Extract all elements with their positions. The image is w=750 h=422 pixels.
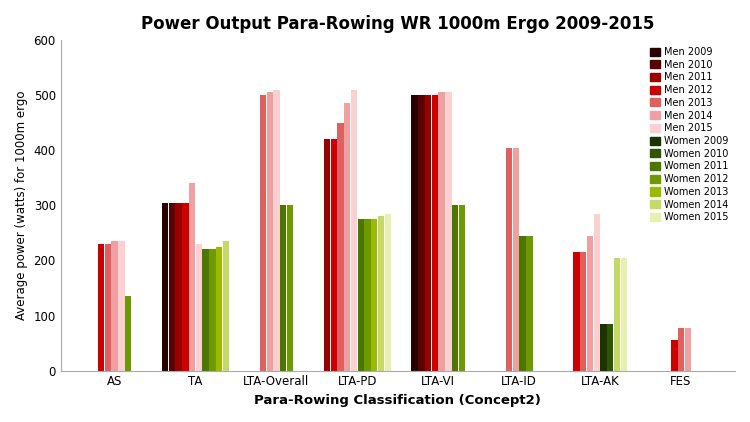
Bar bbox=[189, 183, 195, 371]
Bar bbox=[671, 340, 677, 371]
Bar bbox=[614, 258, 620, 371]
Bar bbox=[202, 249, 208, 371]
Bar bbox=[452, 206, 458, 371]
Bar bbox=[280, 206, 286, 371]
Bar bbox=[600, 324, 607, 371]
Bar bbox=[344, 103, 350, 371]
Bar bbox=[385, 214, 391, 371]
X-axis label: Para-Rowing Classification (Concept2): Para-Rowing Classification (Concept2) bbox=[254, 394, 542, 407]
Bar bbox=[286, 206, 293, 371]
Bar bbox=[526, 235, 532, 371]
Bar bbox=[419, 95, 424, 371]
Bar bbox=[425, 95, 431, 371]
Bar bbox=[364, 219, 370, 371]
Bar bbox=[573, 252, 580, 371]
Bar bbox=[162, 203, 169, 371]
Y-axis label: Average power (watts) for 1000m ergo: Average power (watts) for 1000m ergo bbox=[15, 91, 28, 320]
Bar bbox=[586, 235, 593, 371]
Bar bbox=[678, 327, 684, 371]
Bar bbox=[620, 258, 627, 371]
Bar bbox=[216, 246, 222, 371]
Bar bbox=[439, 92, 445, 371]
Bar bbox=[118, 241, 124, 371]
Bar bbox=[432, 95, 438, 371]
Bar bbox=[580, 252, 586, 371]
Bar bbox=[125, 296, 131, 371]
Bar bbox=[358, 219, 364, 371]
Bar bbox=[105, 244, 111, 371]
Bar bbox=[223, 241, 229, 371]
Bar bbox=[506, 148, 512, 371]
Bar bbox=[520, 235, 526, 371]
Bar bbox=[446, 92, 452, 371]
Bar bbox=[459, 206, 465, 371]
Bar bbox=[513, 148, 519, 371]
Bar bbox=[273, 90, 280, 371]
Bar bbox=[260, 95, 266, 371]
Bar bbox=[685, 327, 691, 371]
Bar bbox=[176, 203, 182, 371]
Bar bbox=[412, 95, 418, 371]
Bar bbox=[371, 219, 377, 371]
Legend: Men 2009, Men 2010, Men 2011, Men 2012, Men 2013, Men 2014, Men 2015, Women 2009: Men 2009, Men 2010, Men 2011, Men 2012, … bbox=[648, 45, 730, 224]
Bar bbox=[351, 90, 357, 371]
Bar bbox=[324, 139, 330, 371]
Bar bbox=[196, 244, 202, 371]
Bar bbox=[593, 214, 600, 371]
Bar bbox=[266, 92, 273, 371]
Bar bbox=[169, 203, 176, 371]
Bar bbox=[607, 324, 613, 371]
Bar bbox=[338, 123, 344, 371]
Bar bbox=[112, 241, 118, 371]
Bar bbox=[331, 139, 337, 371]
Bar bbox=[378, 216, 384, 371]
Bar bbox=[182, 203, 188, 371]
Bar bbox=[209, 249, 215, 371]
Title: Power Output Para-Rowing WR 1000m Ergo 2009-2015: Power Output Para-Rowing WR 1000m Ergo 2… bbox=[141, 15, 655, 33]
Bar bbox=[98, 244, 104, 371]
